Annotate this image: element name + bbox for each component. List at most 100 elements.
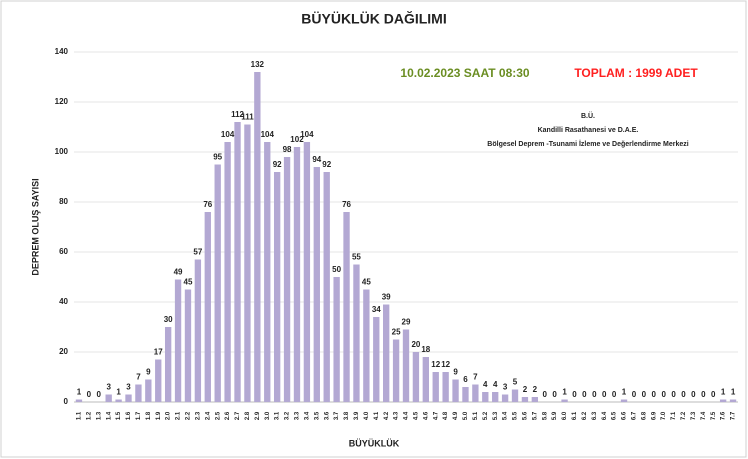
bar xyxy=(273,172,281,402)
bar xyxy=(214,164,221,402)
data-label: 1 xyxy=(622,388,627,397)
data-label: 94 xyxy=(312,155,321,164)
bar xyxy=(561,399,568,402)
x-tick-label: 3.1 xyxy=(275,411,281,420)
data-label: 2 xyxy=(533,385,538,394)
x-tick-label: 3.3 xyxy=(295,411,301,420)
x-axis-label: BÜYÜKLÜK xyxy=(349,438,400,448)
bar xyxy=(353,264,360,402)
x-tick-label: 3.6 xyxy=(324,411,330,420)
data-label: 0 xyxy=(97,390,102,399)
data-label: 2 xyxy=(523,385,528,394)
bar xyxy=(729,399,737,402)
data-label: 34 xyxy=(372,305,381,314)
x-tick-label: 5.7 xyxy=(532,411,538,420)
data-label: 132 xyxy=(251,60,265,69)
bar xyxy=(343,212,350,402)
data-label: 12 xyxy=(441,360,450,369)
x-tick-label: 1.9 xyxy=(156,411,162,420)
data-label: 4 xyxy=(493,380,498,389)
bar xyxy=(432,372,439,402)
y-tick-label: 100 xyxy=(55,147,69,156)
data-label: 7 xyxy=(473,373,478,382)
bar xyxy=(363,289,370,402)
x-tick-label: 7.7 xyxy=(731,411,737,420)
data-label: 9 xyxy=(453,368,458,377)
x-tick-label: 4.1 xyxy=(374,411,380,420)
x-tick-label: 3.8 xyxy=(344,411,350,420)
data-label: 5 xyxy=(513,378,518,387)
data-label: 104 xyxy=(261,130,275,139)
x-tick-label: 1.7 xyxy=(136,411,142,420)
x-tick-label: 6.3 xyxy=(592,411,598,420)
info-line: Bölgesel Deprem -Tsunami İzleme ve Değer… xyxy=(487,140,688,148)
x-tick-label: 1.6 xyxy=(126,411,132,420)
bar xyxy=(264,142,271,402)
y-tick-label: 20 xyxy=(59,347,68,356)
data-label: 95 xyxy=(213,153,222,162)
data-label: 0 xyxy=(572,390,577,399)
bar xyxy=(373,317,380,402)
data-label: 0 xyxy=(681,390,686,399)
data-label: 20 xyxy=(411,340,420,349)
x-tick-label: 2.6 xyxy=(225,411,231,420)
data-label: 98 xyxy=(283,145,292,154)
bar xyxy=(293,147,301,402)
data-label: 0 xyxy=(642,390,647,399)
bar xyxy=(155,359,162,402)
data-label: 0 xyxy=(582,390,587,399)
data-label: 4 xyxy=(483,380,488,389)
x-tick-label: 7.2 xyxy=(681,411,687,420)
x-tick-label: 4.8 xyxy=(443,411,449,420)
data-label: 0 xyxy=(661,390,666,399)
bar xyxy=(531,397,539,402)
bar xyxy=(462,387,469,402)
y-tick-label: 140 xyxy=(55,47,69,56)
bar xyxy=(492,392,499,402)
bar xyxy=(482,392,489,402)
x-tick-label: 7.0 xyxy=(661,411,667,420)
bar xyxy=(392,339,400,402)
bar xyxy=(412,352,420,402)
bar xyxy=(422,357,429,402)
y-axis-label: DEPREM OLUŞ SAYISI xyxy=(30,178,40,275)
x-tick-label: 1.1 xyxy=(77,411,83,420)
bar xyxy=(234,122,241,402)
data-label: 45 xyxy=(362,278,371,287)
data-label: 0 xyxy=(671,390,676,399)
data-label: 7 xyxy=(136,373,141,382)
data-label: 0 xyxy=(592,390,597,399)
data-label: 3 xyxy=(503,383,508,392)
x-tick-label: 4.3 xyxy=(394,411,400,420)
x-tick-label: 4.4 xyxy=(404,411,410,420)
bar xyxy=(383,304,390,402)
bar xyxy=(204,212,211,402)
bar xyxy=(620,399,628,402)
x-tick-label: 7.5 xyxy=(711,411,717,420)
data-label: 50 xyxy=(332,265,341,274)
data-label: 92 xyxy=(273,160,282,169)
data-label: 76 xyxy=(342,200,351,209)
data-label: 3 xyxy=(126,383,131,392)
data-label: 0 xyxy=(552,390,557,399)
bar xyxy=(719,399,727,402)
date-text: 10.02.2023 SAAT 08:30 xyxy=(400,66,530,80)
data-label: 18 xyxy=(421,345,430,354)
bar xyxy=(224,142,231,402)
bar xyxy=(254,72,261,402)
x-tick-label: 4.9 xyxy=(453,411,459,420)
data-label: 1 xyxy=(77,388,82,397)
data-label: 0 xyxy=(701,390,706,399)
data-label: 0 xyxy=(652,390,657,399)
x-tick-label: 1.2 xyxy=(86,411,92,420)
bar xyxy=(521,397,529,402)
x-tick-label: 1.3 xyxy=(96,411,102,420)
bar xyxy=(105,394,112,402)
x-tick-label: 6.9 xyxy=(651,411,657,420)
bar xyxy=(313,167,320,402)
bar xyxy=(184,289,192,402)
x-tick-label: 5.2 xyxy=(483,411,489,420)
data-label: 0 xyxy=(711,390,716,399)
y-tick-label: 80 xyxy=(59,197,68,206)
